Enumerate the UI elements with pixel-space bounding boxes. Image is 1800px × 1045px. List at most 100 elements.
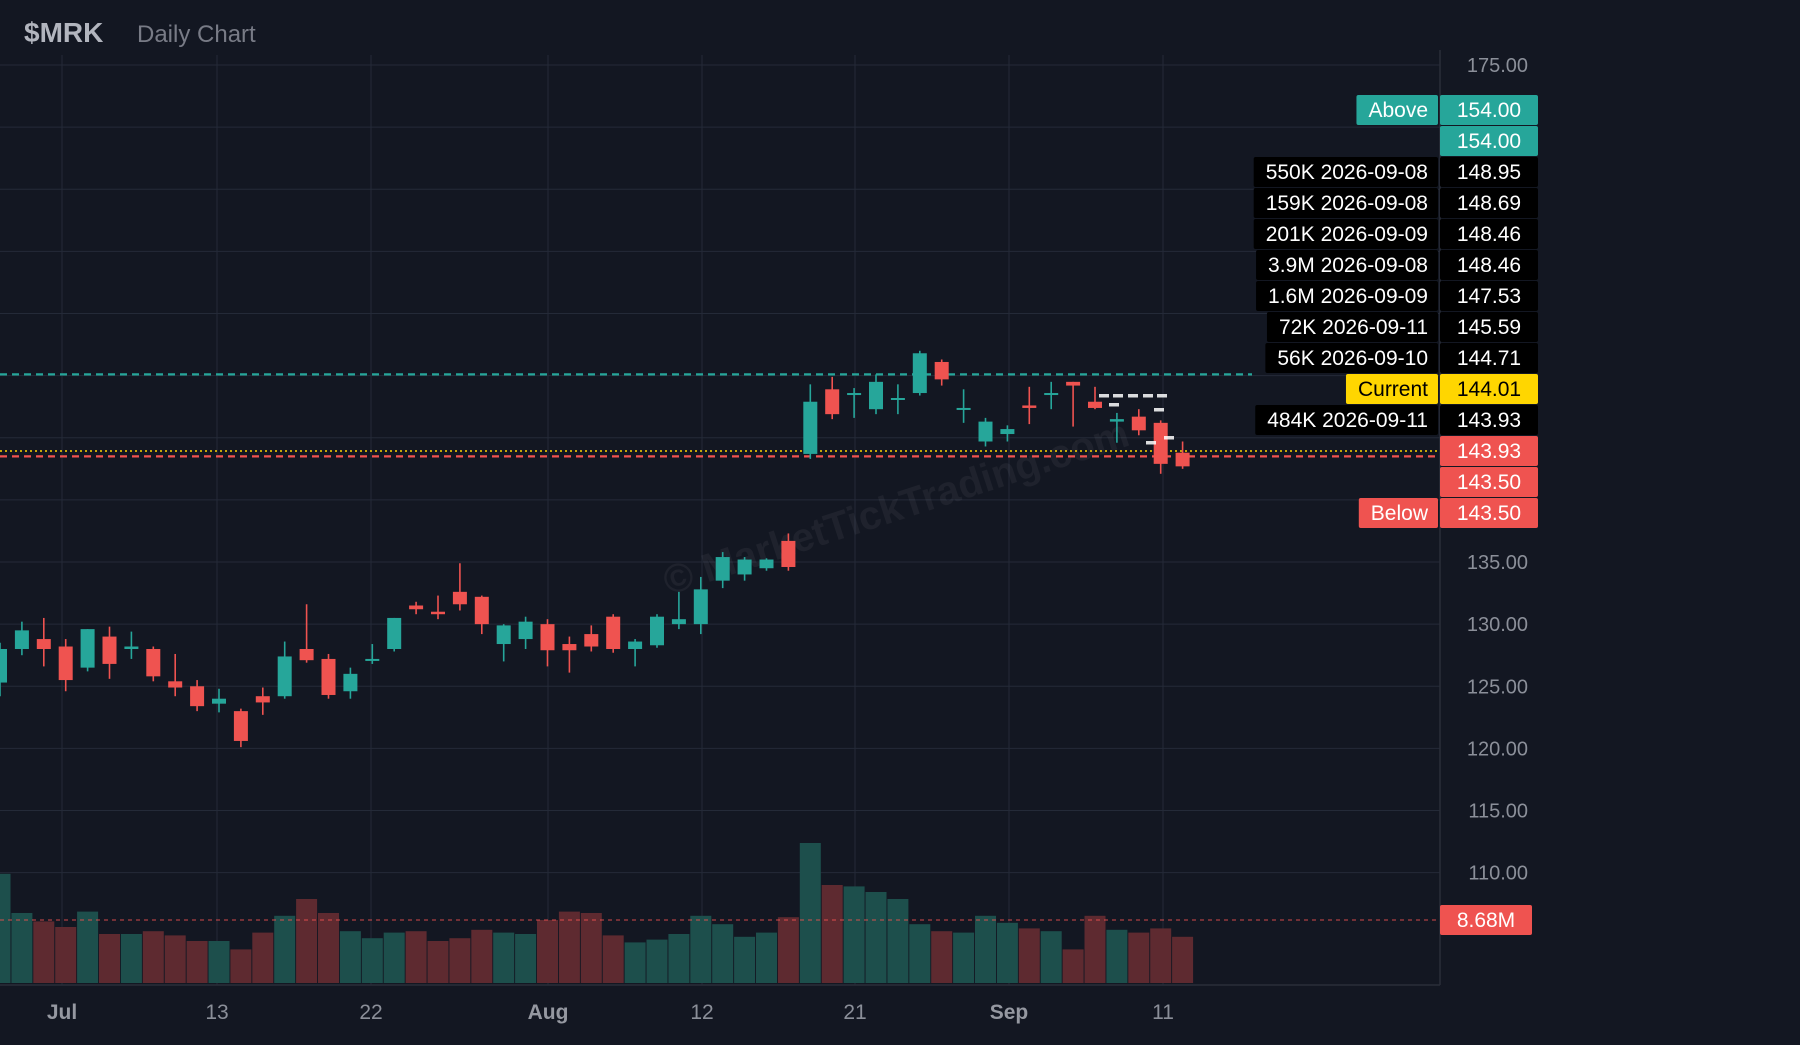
volume-bar xyxy=(142,931,164,983)
level-value-box xyxy=(1440,374,1538,404)
level-value-box xyxy=(1440,312,1538,342)
candle-body xyxy=(518,621,533,640)
volume-bar xyxy=(996,922,1018,983)
volume-bar xyxy=(602,935,624,983)
level-value: 147.53 xyxy=(1457,285,1521,308)
level-value-box xyxy=(1440,219,1538,249)
candle-body xyxy=(1131,416,1146,431)
price-level-labels: 154.00 Above 154.00 148.95 550K 2026-09-08 14… xyxy=(1253,95,1538,935)
volume-bar xyxy=(580,913,602,983)
level-value: 143.50 xyxy=(1457,502,1521,525)
volume-bar xyxy=(931,931,953,983)
volume-bar xyxy=(33,921,55,983)
candle-body xyxy=(1022,405,1037,408)
block-marker xyxy=(1109,403,1119,407)
volume-bar xyxy=(1062,949,1084,983)
volume-bar xyxy=(0,873,11,983)
volume-bar xyxy=(339,931,361,983)
candle-body xyxy=(650,616,664,646)
level-label-box xyxy=(1345,374,1438,404)
level-value-box xyxy=(1440,436,1538,466)
level-label: 1.6M 2026-09-09 xyxy=(1268,285,1428,308)
candle-body xyxy=(190,686,205,707)
volume-bar xyxy=(1172,936,1194,983)
volume-bar xyxy=(427,941,449,983)
level-label-box xyxy=(1253,157,1438,187)
level-value: 154.00 xyxy=(1457,130,1521,153)
volume-bar xyxy=(777,917,799,983)
candle-body xyxy=(277,656,292,697)
block-marker xyxy=(1157,394,1167,398)
volume-bar xyxy=(1040,931,1062,983)
candle-body xyxy=(343,673,358,692)
volume-bar xyxy=(734,936,756,983)
level-label-box xyxy=(1265,343,1438,373)
time-tick-label: Jul xyxy=(47,1001,77,1024)
candle-body xyxy=(496,625,511,645)
candle-body xyxy=(124,646,139,649)
volume-bar xyxy=(1018,928,1040,983)
block-markers xyxy=(1099,394,1174,445)
level-value-box xyxy=(1440,498,1538,528)
level-value-box xyxy=(1440,157,1538,187)
volume-bar xyxy=(1128,932,1150,983)
time-tick-label: 21 xyxy=(843,1001,866,1024)
level-value: 144.71 xyxy=(1457,347,1521,370)
volume-bar xyxy=(164,935,186,983)
candle-body xyxy=(606,616,621,649)
candle-body xyxy=(540,624,555,651)
level-value: 154.00 xyxy=(1457,99,1521,122)
level-label: Below xyxy=(1371,502,1429,525)
candle-body xyxy=(737,559,752,575)
level-label: Above xyxy=(1368,99,1428,122)
volume-bar xyxy=(11,913,33,983)
volume-bar xyxy=(537,920,558,983)
price-tick-label: 120.00 xyxy=(1467,738,1528,760)
block-marker xyxy=(1128,394,1138,398)
candle-body xyxy=(759,559,774,569)
price-tick-label: 110.00 xyxy=(1468,863,1528,885)
volume-bar xyxy=(668,934,690,983)
price-axis[interactable]: 175.00 135.00 130.00 125.00 120.00 115.00 110.… xyxy=(1467,55,1528,885)
level-value: 148.46 xyxy=(1457,223,1521,246)
price-tick-label: 115.00 xyxy=(1468,801,1528,823)
candle-body xyxy=(299,649,314,661)
candle-body xyxy=(934,361,949,380)
candle-body xyxy=(693,589,708,625)
volume-bar xyxy=(646,939,668,983)
volume-bar xyxy=(296,899,318,983)
candle-body xyxy=(255,696,270,703)
volume-bar xyxy=(186,941,208,983)
candle-body xyxy=(978,421,993,442)
level-label: 484K 2026-09-11 xyxy=(1267,409,1428,432)
volume-bar xyxy=(712,924,734,983)
volume-label: 8.68M xyxy=(1457,909,1515,932)
time-axis[interactable]: Jul 13 22 Aug 12 21 Sep 11 xyxy=(47,1001,1174,1024)
candle-body xyxy=(431,611,445,615)
volume-bar xyxy=(975,915,996,983)
grid-layer xyxy=(0,55,1440,985)
level-label-box xyxy=(1358,498,1438,528)
level-value-box xyxy=(1440,126,1538,156)
level-label-box xyxy=(1256,250,1438,280)
candle-body xyxy=(890,398,905,401)
volume-bar xyxy=(383,932,405,983)
volume-layer xyxy=(0,843,1440,983)
volume-bar xyxy=(887,899,909,983)
level-value-box xyxy=(1440,281,1538,311)
candle-body xyxy=(212,698,226,704)
volume-bar xyxy=(405,931,427,983)
candle-body xyxy=(825,389,840,415)
volume-bar xyxy=(953,932,975,983)
level-value-box xyxy=(1440,467,1538,497)
block-marker xyxy=(1113,394,1123,398)
level-value-box xyxy=(1440,405,1538,435)
level-label-box xyxy=(1266,312,1438,342)
volume-bar xyxy=(909,924,931,983)
volume-bar xyxy=(471,929,493,983)
candle-body xyxy=(1044,393,1059,396)
level-value: 148.46 xyxy=(1457,254,1521,277)
level-label-box xyxy=(1253,219,1438,249)
volume-bar xyxy=(120,934,142,983)
